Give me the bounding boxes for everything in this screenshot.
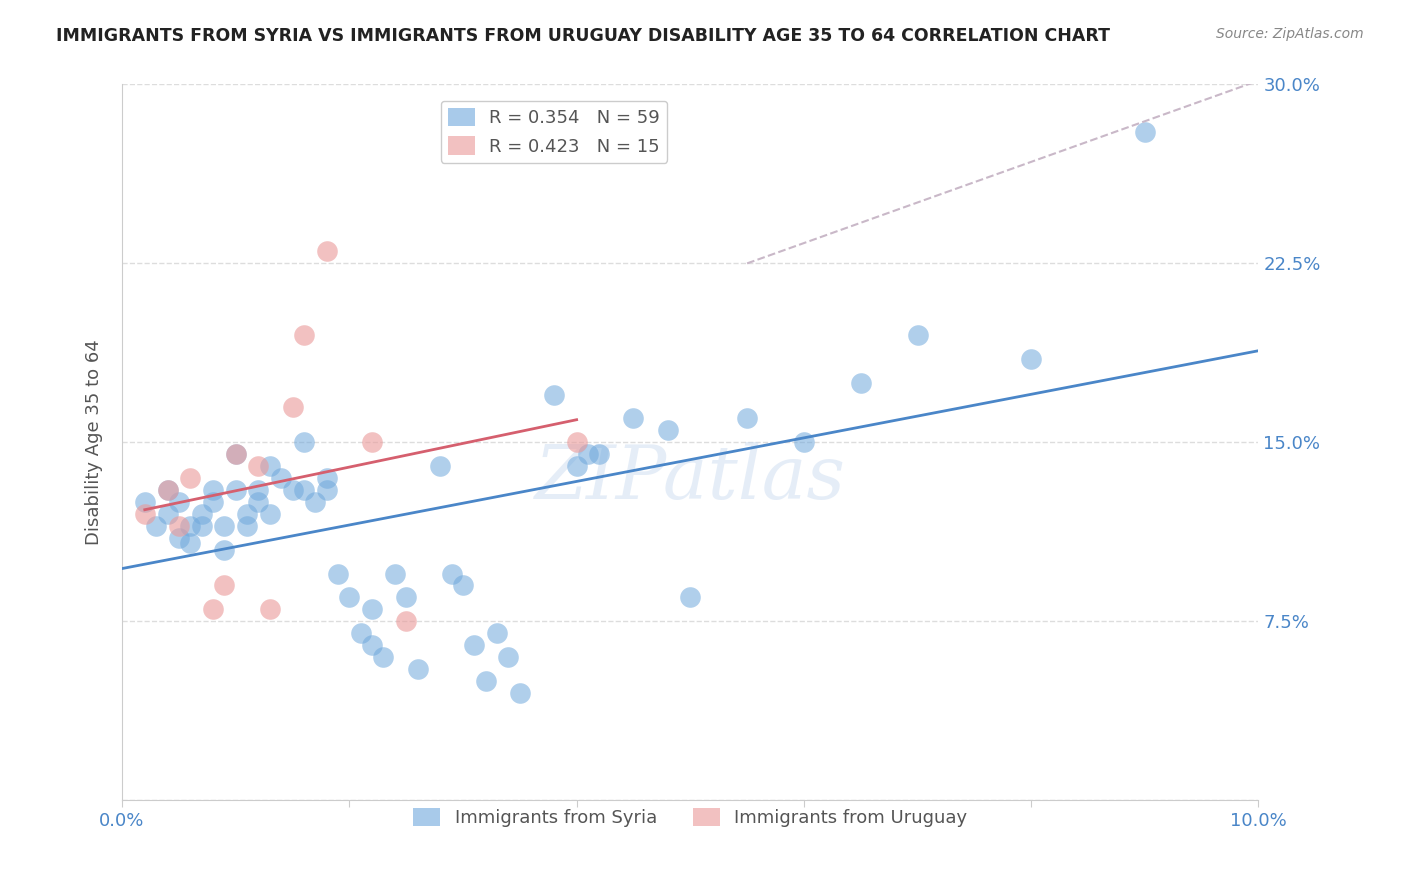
Point (373, 650, 395, 665)
Point (793, 435, 815, 450)
Point (623, 411, 645, 425)
Point (565, 435, 588, 450)
Point (395, 591, 418, 605)
Point (543, 387, 565, 401)
Point (315, 244, 337, 259)
Point (395, 614, 418, 628)
Point (907, 328, 929, 343)
Point (326, 566, 349, 581)
Point (214, 578, 236, 592)
Point (214, 542, 236, 557)
Point (657, 424, 679, 438)
Point (474, 673, 496, 688)
Point (679, 591, 702, 605)
Point (451, 578, 474, 592)
Point (498, 650, 520, 665)
Point (190, 519, 212, 533)
Point (259, 602, 281, 616)
Point (225, 447, 247, 461)
Point (225, 483, 247, 497)
Point (270, 471, 292, 485)
Point (292, 328, 315, 343)
Point (849, 376, 872, 390)
Point (304, 495, 326, 509)
Point (179, 519, 201, 533)
Y-axis label: Disability Age 35 to 64: Disability Age 35 to 64 (86, 340, 103, 545)
Point (576, 447, 599, 461)
Point (134, 495, 156, 509)
Point (156, 507, 179, 521)
Point (1133, 125, 1156, 139)
Point (337, 591, 360, 605)
Point (247, 495, 270, 509)
Point (134, 507, 156, 521)
Point (167, 519, 190, 533)
Point (201, 483, 224, 497)
Point (384, 566, 406, 581)
Point (236, 519, 259, 533)
Point (440, 566, 463, 581)
Point (179, 471, 201, 485)
Point (145, 519, 167, 533)
Point (361, 435, 384, 450)
Point (247, 483, 270, 497)
Point (201, 495, 224, 509)
Point (406, 662, 429, 676)
Point (167, 495, 190, 509)
Point (565, 459, 588, 474)
Point (315, 471, 337, 485)
Point (350, 626, 373, 640)
Point (281, 483, 304, 497)
Point (315, 483, 337, 497)
Text: Source: ZipAtlas.com: Source: ZipAtlas.com (1216, 27, 1364, 41)
Point (236, 507, 259, 521)
Point (201, 602, 224, 616)
Point (156, 483, 179, 497)
Point (292, 483, 315, 497)
Point (225, 447, 247, 461)
Point (1019, 351, 1042, 366)
Point (259, 459, 281, 474)
Point (179, 535, 201, 549)
Point (588, 447, 610, 461)
Point (509, 686, 531, 700)
Point (292, 435, 315, 450)
Point (429, 459, 451, 474)
Point (281, 400, 304, 414)
Point (463, 638, 485, 652)
Point (735, 411, 758, 425)
Text: IMMIGRANTS FROM SYRIA VS IMMIGRANTS FROM URUGUAY DISABILITY AGE 35 TO 64 CORRELA: IMMIGRANTS FROM SYRIA VS IMMIGRANTS FROM… (56, 27, 1111, 45)
Point (167, 531, 190, 545)
Point (190, 507, 212, 521)
Point (361, 602, 384, 616)
Point (361, 638, 384, 652)
Legend: Immigrants from Syria, Immigrants from Uruguay: Immigrants from Syria, Immigrants from U… (406, 800, 974, 834)
Point (156, 483, 179, 497)
Text: ZIPatlas: ZIPatlas (534, 442, 846, 515)
Point (214, 519, 236, 533)
Point (486, 626, 509, 640)
Point (247, 459, 270, 474)
Point (259, 507, 281, 521)
